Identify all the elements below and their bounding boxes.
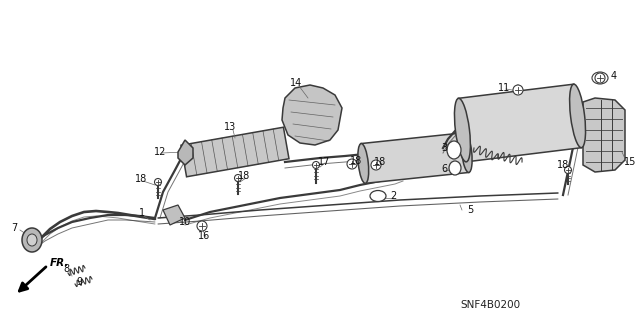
Ellipse shape	[370, 190, 386, 202]
Text: 6: 6	[441, 164, 447, 174]
Text: 18: 18	[135, 174, 147, 184]
Circle shape	[234, 174, 241, 182]
Circle shape	[347, 159, 357, 169]
Text: FR.: FR.	[50, 258, 69, 268]
Text: 11: 11	[498, 83, 510, 93]
Text: 18: 18	[238, 171, 250, 181]
Text: 13: 13	[224, 122, 236, 132]
Text: 15: 15	[624, 157, 636, 167]
Polygon shape	[163, 205, 185, 225]
Text: 1: 1	[139, 208, 145, 218]
Polygon shape	[361, 133, 469, 183]
Ellipse shape	[461, 133, 472, 173]
Text: 17: 17	[318, 157, 330, 167]
Text: 3: 3	[441, 143, 447, 153]
Ellipse shape	[449, 161, 461, 175]
Polygon shape	[583, 98, 625, 172]
Text: 7: 7	[11, 223, 17, 233]
Text: 14: 14	[290, 78, 302, 88]
Text: 18: 18	[350, 156, 362, 166]
Polygon shape	[458, 84, 582, 162]
Text: 16: 16	[198, 231, 210, 241]
Ellipse shape	[454, 98, 470, 162]
Text: 18: 18	[374, 157, 386, 167]
Circle shape	[154, 179, 161, 186]
Text: 4: 4	[611, 71, 617, 81]
Text: 12: 12	[154, 147, 166, 157]
Ellipse shape	[27, 234, 37, 246]
Text: 10: 10	[179, 217, 191, 227]
Ellipse shape	[358, 144, 369, 183]
Circle shape	[564, 167, 572, 174]
Polygon shape	[282, 85, 342, 145]
Text: 8: 8	[63, 264, 69, 274]
Ellipse shape	[592, 72, 608, 84]
Circle shape	[595, 73, 605, 83]
Circle shape	[513, 85, 523, 95]
Circle shape	[371, 160, 381, 170]
Circle shape	[312, 161, 319, 168]
Polygon shape	[178, 140, 193, 165]
Ellipse shape	[570, 84, 586, 148]
Circle shape	[197, 221, 207, 231]
Text: 18: 18	[557, 160, 569, 170]
Text: 5: 5	[467, 205, 473, 215]
Ellipse shape	[447, 141, 461, 159]
Text: 2: 2	[390, 191, 396, 201]
Text: 9: 9	[76, 277, 82, 287]
Text: SNF4B0200: SNF4B0200	[460, 300, 520, 310]
Ellipse shape	[22, 228, 42, 252]
Polygon shape	[181, 127, 289, 177]
